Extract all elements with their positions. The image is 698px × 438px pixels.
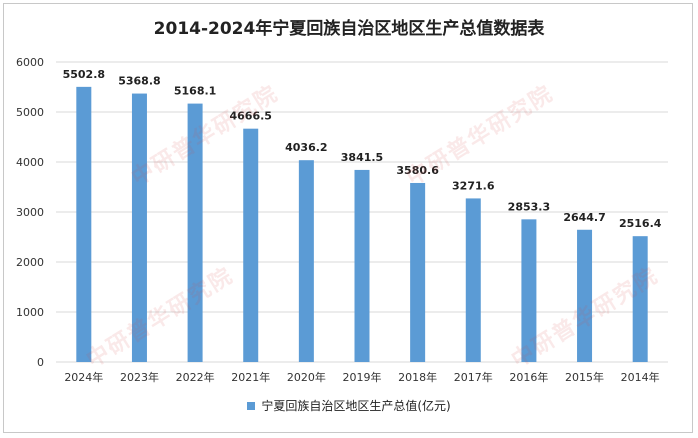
x-axis-ticks: 2024年 2023年 2022年 2021年 2020年 2019年 2018年 2017年… — [64, 370, 659, 384]
x-tick-label: 2018年 — [398, 370, 437, 384]
data-label: 5368.8 — [118, 75, 160, 88]
data-label: 5168.1 — [174, 85, 216, 98]
bar — [410, 182, 426, 362]
y-tick-label: 6000 — [16, 56, 44, 69]
bar — [131, 93, 147, 362]
data-label: 4666.5 — [230, 110, 272, 123]
y-tick-label: 5000 — [16, 106, 44, 119]
x-tick-label: 2023年 — [120, 370, 159, 384]
bar — [577, 229, 593, 362]
y-tick-label: 2000 — [16, 256, 44, 269]
bar — [521, 219, 537, 362]
x-tick-label: 2014年 — [621, 370, 660, 384]
legend-swatch — [247, 402, 256, 410]
bar — [632, 236, 648, 362]
y-axis-ticks: 0 1000 2000 3000 4000 5000 6000 — [16, 56, 44, 369]
x-tick-label: 2015年 — [565, 370, 604, 384]
x-tick-label: 2020年 — [287, 370, 326, 384]
y-tick-label: 3000 — [16, 206, 44, 219]
bar — [187, 103, 203, 362]
bar — [354, 169, 370, 362]
x-tick-label: 2021年 — [231, 370, 270, 384]
bar — [76, 86, 92, 363]
y-tick-label: 1000 — [16, 306, 44, 319]
legend-label: 宁夏回族自治区地区生产总值(亿元) — [261, 399, 451, 413]
y-tick-label: 0 — [37, 356, 44, 369]
data-label: 3271.6 — [452, 179, 495, 192]
legend: 宁夏回族自治区地区生产总值(亿元) — [0, 397, 698, 414]
x-tick-label: 2024年 — [64, 370, 103, 384]
data-label: 2853.3 — [508, 200, 550, 213]
data-label: 4036.2 — [285, 141, 327, 154]
x-tick-label: 2022年 — [176, 370, 215, 384]
data-labels: 5502.8 5368.8 5168.1 4666.5 4036.2 3841.5 3580… — [63, 68, 662, 230]
x-tick-label: 2017年 — [454, 370, 493, 384]
data-label: 3580.6 — [396, 164, 439, 177]
bar — [465, 198, 481, 362]
bar — [243, 128, 259, 362]
data-label: 3841.5 — [341, 151, 383, 164]
bar — [298, 160, 314, 362]
data-label: 5502.8 — [63, 68, 105, 81]
x-tick-label: 2016年 — [509, 370, 548, 384]
data-label: 2516.4 — [619, 217, 662, 230]
chart-title: 2014-2024年宁夏回族自治区地区生产总值数据表 — [153, 19, 545, 39]
y-tick-label: 4000 — [16, 156, 44, 169]
data-label: 2644.7 — [563, 211, 605, 224]
bars — [76, 86, 648, 363]
x-tick-label: 2019年 — [343, 370, 382, 384]
